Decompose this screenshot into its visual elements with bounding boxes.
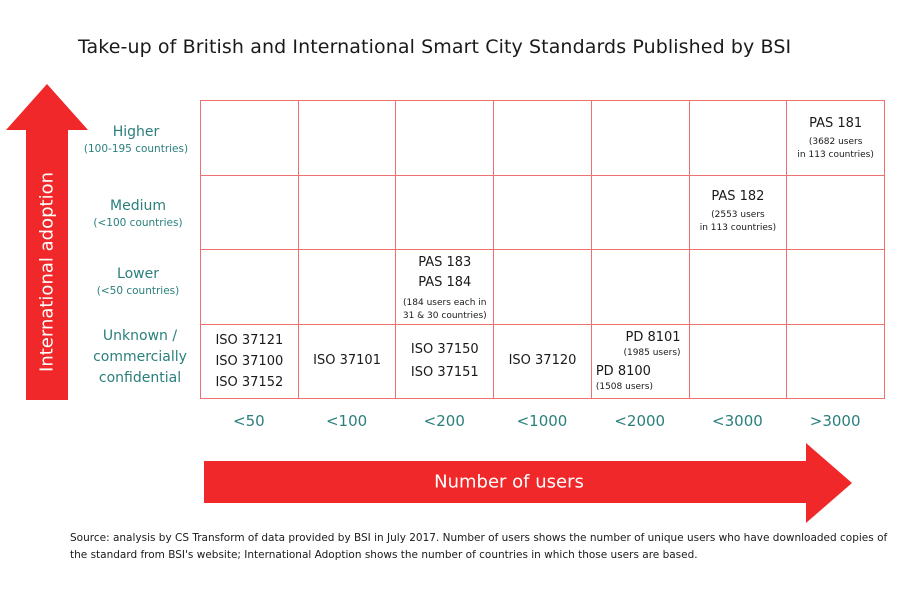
row-label-unknown: Unknown / commercially confidential — [84, 326, 196, 389]
cell — [201, 101, 299, 176]
pd8101-block: PD 8101 (1985 users) — [623, 329, 680, 360]
row-label-main-3: confidential — [98, 370, 182, 386]
x-tick-label: <1000 — [516, 412, 568, 430]
row-label-main: Lower — [117, 266, 159, 282]
cell-iso-lt200: ISO 37150 ISO 37151 — [396, 324, 495, 399]
cell — [494, 175, 592, 250]
pd-split: PD 8101 (1985 users) PD 8100 (1508 users… — [592, 325, 689, 399]
x-axis-label: Number of users — [434, 471, 584, 493]
cell — [201, 175, 299, 250]
standard-iso37100: ISO 37100 — [215, 353, 284, 369]
x-tick-label: <2000 — [614, 412, 666, 430]
standard-iso37121: ISO 37121 — [215, 332, 284, 348]
note-pas181-users: (3682 users — [808, 137, 863, 147]
row-label-main: Unknown / — [102, 328, 178, 344]
note-pd8100: (1508 users) — [595, 381, 653, 392]
standard-iso37120: ISO 37120 — [508, 353, 577, 369]
note-pd8101: (1985 users) — [623, 347, 681, 358]
cell — [494, 101, 592, 176]
y-axis-label: International adoption — [36, 172, 58, 372]
x-tick-label: <100 — [325, 412, 368, 430]
standard-pas182: PAS 182 — [711, 188, 765, 204]
y-axis-arrow — [6, 84, 88, 400]
row-label-sub: (<50 countries) — [96, 285, 180, 297]
cell-pas182: PAS 182 (2553 users in 113 countries) — [689, 175, 788, 250]
cell — [494, 250, 592, 325]
pd8100-block: PD 8100 (1508 users) — [596, 363, 653, 394]
cell-pas183-184: PAS 183 PAS 184 (184 users each in 31 & … — [396, 250, 495, 325]
cell — [591, 175, 690, 250]
cell — [298, 175, 397, 250]
cell-iso-lt1000: ISO 37120 — [494, 324, 592, 399]
x-axis-arrow — [204, 443, 852, 523]
cell — [689, 250, 788, 325]
cell-pas181: PAS 181 (3682 users in 113 countries) — [787, 101, 885, 176]
standard-iso37152: ISO 37152 — [215, 374, 284, 390]
note-pas183-184-users: (184 users each in — [403, 298, 487, 308]
row-label-medium: Medium (<100 countries) — [82, 196, 194, 230]
cell — [689, 324, 788, 399]
standard-pd8101: PD 8101 — [625, 329, 681, 345]
x-tick-label: <200 — [423, 412, 465, 430]
cell — [298, 101, 397, 176]
source-note: Source: analysis by CS Transform of data… — [70, 532, 888, 561]
x-tick-label: <3000 — [712, 412, 763, 430]
cell — [787, 250, 885, 325]
cell — [591, 101, 690, 176]
cell — [787, 175, 885, 250]
row-label-higher: Higher (100-195 countries) — [80, 122, 192, 156]
cell — [787, 324, 885, 399]
row-label-sub: (<100 countries) — [93, 217, 183, 229]
y-axis-arrow-shape — [6, 84, 88, 400]
cell-pd-lt2000: PD 8101 (1985 users) PD 8100 (1508 users… — [591, 324, 690, 399]
x-axis-tick-labels: <50 <100 <200 <1000 <2000 <3000 >3000 — [200, 412, 884, 430]
standard-pd8100: PD 8100 — [595, 363, 651, 379]
row-label-main: Higher — [112, 124, 160, 140]
note-pas183-184-countries: 31 & 30 countries) — [402, 311, 487, 321]
cell — [298, 250, 397, 325]
standard-iso37150: ISO 37150 — [410, 342, 479, 358]
x-axis-arrow-shape — [204, 443, 852, 523]
standard-iso37151: ISO 37151 — [410, 365, 479, 381]
cell — [689, 101, 788, 176]
note-pas182-countries: in 113 countries) — [699, 222, 777, 233]
standard-pas181: PAS 181 — [809, 116, 863, 131]
cell — [591, 250, 690, 325]
standard-pas184: PAS 184 — [418, 275, 472, 290]
cell-iso-lt50: ISO 37121 ISO 37100 ISO 37152 — [201, 324, 299, 399]
row-label-main: Medium — [110, 198, 166, 214]
standard-pas183: PAS 183 — [418, 255, 472, 270]
row-label-main-2: commercially — [93, 349, 187, 365]
x-tick-label: >3000 — [809, 412, 861, 430]
x-tick-label: <50 — [233, 412, 265, 430]
cell — [396, 175, 495, 250]
chart-title: Take-up of British and International Sma… — [78, 36, 792, 58]
adoption-grid: PAS 181 (3682 users in 113 countries) PA… — [200, 100, 885, 399]
row-label-lower: Lower (<50 countries) — [82, 264, 194, 298]
cell — [396, 101, 495, 176]
note-pas181-countries: in 113 countries) — [797, 150, 874, 160]
row-label-sub: (100-195 countries) — [83, 143, 189, 155]
cell — [201, 250, 299, 325]
note-pas182-users: (2553 users — [711, 209, 765, 220]
cell-iso-lt100: ISO 37101 — [298, 324, 397, 399]
standard-iso37101: ISO 37101 — [313, 353, 381, 369]
